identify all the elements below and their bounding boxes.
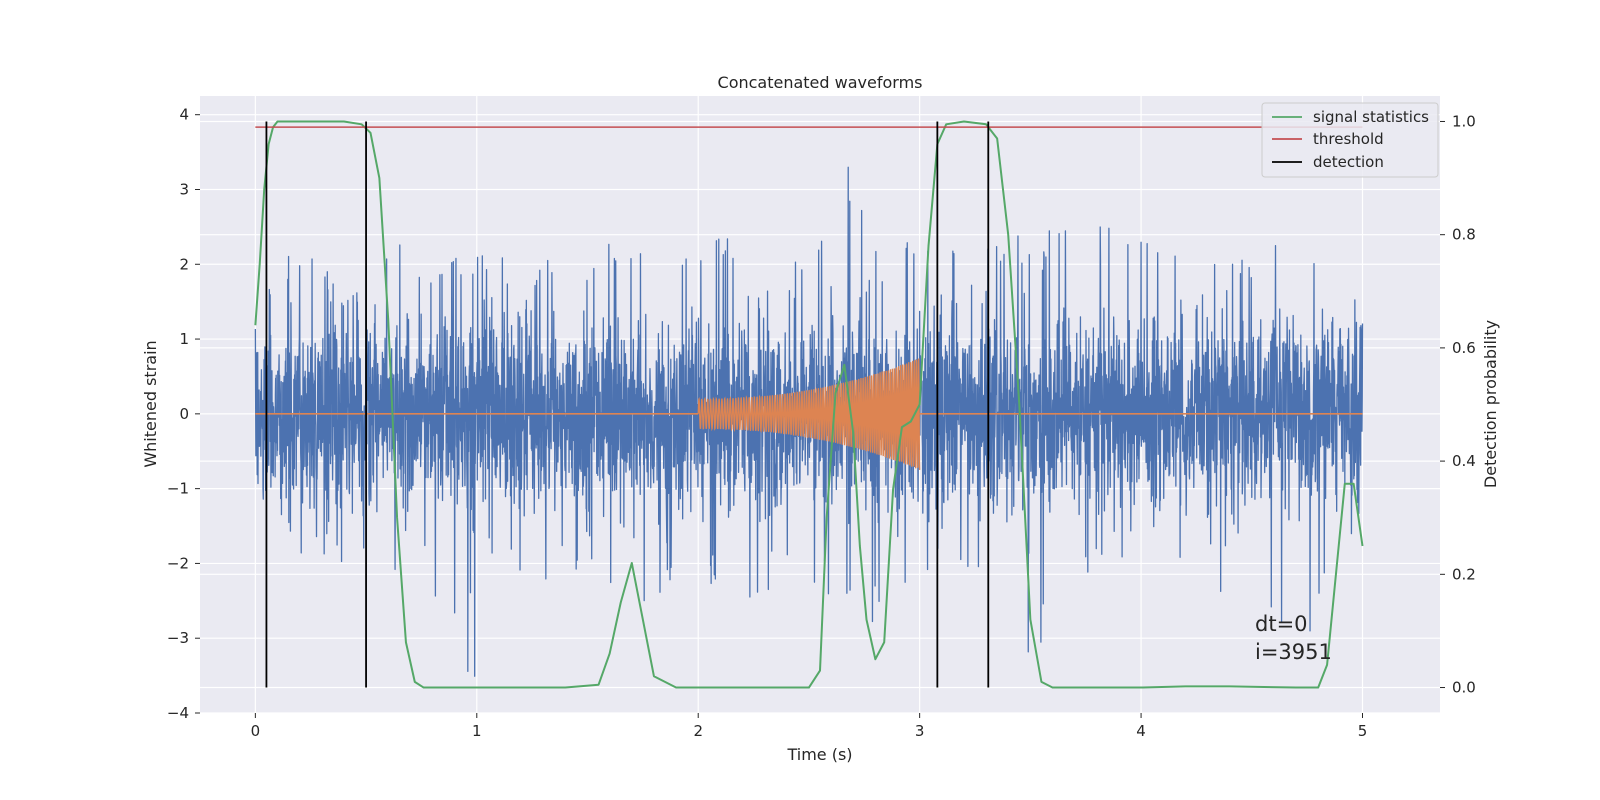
y2-tick-label: 0.6 xyxy=(1452,339,1476,357)
y-tick-label: 0 xyxy=(179,405,189,423)
chart-title: Concatenated waveforms xyxy=(718,73,923,92)
y-tick-label: −3 xyxy=(167,629,189,647)
x-tick-label: 1 xyxy=(472,722,482,740)
y2-tick-label: 1.0 xyxy=(1452,112,1476,130)
legend-label-threshold: threshold xyxy=(1313,130,1384,148)
y-tick-label: 2 xyxy=(179,255,189,273)
y-tick-label: 4 xyxy=(179,106,189,124)
x-axis-label: Time (s) xyxy=(786,745,852,764)
x-tick-label: 4 xyxy=(1136,722,1146,740)
y-tick-label: −2 xyxy=(167,554,189,572)
x-tick-label: 0 xyxy=(251,722,261,740)
waveform-series xyxy=(255,358,1363,470)
plot-layer xyxy=(254,120,1364,689)
x-tick-label: 5 xyxy=(1358,722,1368,740)
legend-label-detection: detection xyxy=(1313,153,1384,171)
y-axis-left: 4 3 2 1 0 −1 −2 −3 −4 xyxy=(167,106,200,722)
y2-tick-label: 0.8 xyxy=(1452,226,1476,244)
annotation-index: i=3951 xyxy=(1255,640,1332,664)
y-axis-label: Whitened strain xyxy=(141,340,160,467)
x-tick-label: 3 xyxy=(915,722,925,740)
y-tick-label: 1 xyxy=(179,330,189,348)
waveform-chirp xyxy=(697,358,921,470)
detection-series xyxy=(265,121,990,688)
x-axis: 0 1 2 3 4 5 xyxy=(251,713,1368,740)
y2-tick-label: 0.2 xyxy=(1452,565,1476,583)
y2-tick-label: 0.4 xyxy=(1452,452,1476,470)
y-tick-label: 3 xyxy=(179,180,189,198)
legend-label-signal-statistics: signal statistics xyxy=(1313,108,1429,126)
y-tick-label: −1 xyxy=(167,480,189,498)
signal-statistics-line xyxy=(254,120,1364,689)
y-tick-label: −4 xyxy=(167,704,189,722)
legend: signal statistics threshold detection xyxy=(1261,102,1439,178)
legend-box xyxy=(1261,102,1439,178)
signal-statistics-series xyxy=(254,120,1364,689)
x-tick-label: 2 xyxy=(693,722,703,740)
y2-axis-label: Detection probability xyxy=(1481,320,1500,488)
y2-tick-label: 0.0 xyxy=(1452,679,1476,697)
y-axis-right: 1.0 0.8 0.6 0.4 0.2 0.0 xyxy=(1440,112,1476,697)
annotation-dt: dt=0 xyxy=(1255,612,1308,636)
